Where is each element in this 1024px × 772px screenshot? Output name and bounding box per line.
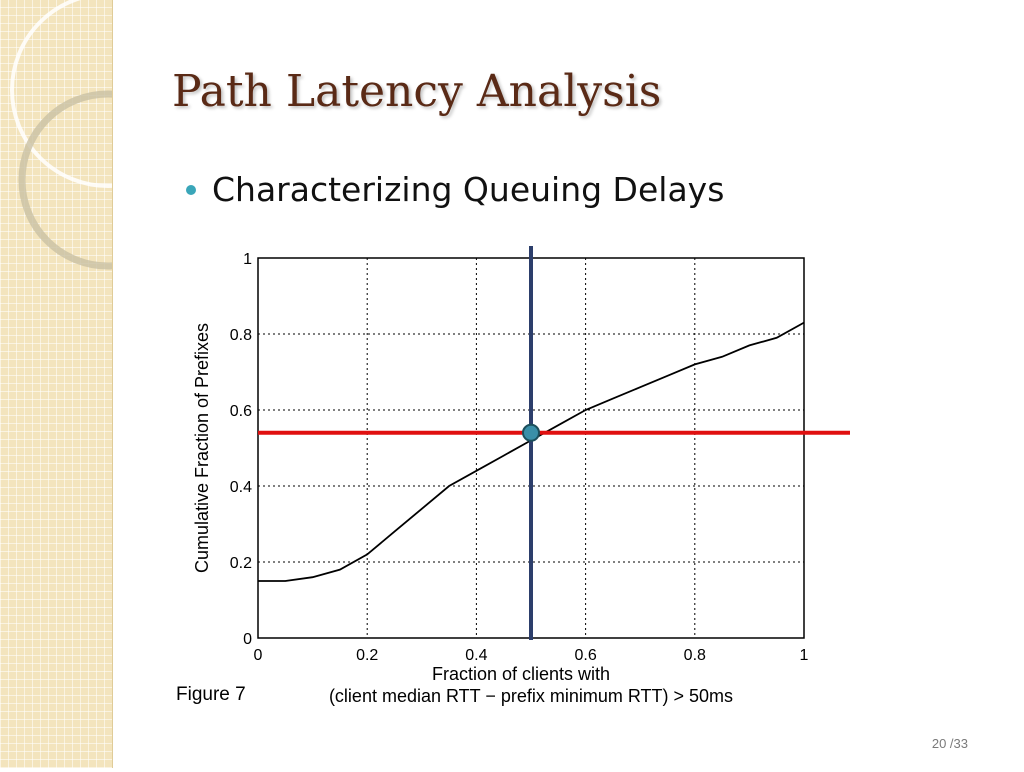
bullet-text: Characterizing Queuing Delays bbox=[212, 170, 725, 209]
bullet-item: Characterizing Queuing Delays bbox=[186, 170, 724, 209]
y-axis-label: Cumulative Fraction of Prefixes bbox=[192, 323, 212, 573]
y-tick-label: 1 bbox=[243, 251, 252, 268]
page-number: 20 /33 bbox=[931, 736, 968, 751]
x-axis-label-line2: (client median RTT − prefix minimum RTT)… bbox=[329, 686, 733, 706]
x-tick-label: 1 bbox=[800, 647, 809, 664]
y-tick-label: 0 bbox=[243, 631, 252, 648]
figure-label: Figure 7 bbox=[176, 684, 246, 705]
x-axis-label-line1: Fraction of clients with bbox=[432, 664, 610, 684]
x-tick-label: 0.2 bbox=[356, 647, 378, 664]
x-tick-label: 0.8 bbox=[684, 647, 706, 664]
chart-grid bbox=[258, 258, 804, 638]
y-tick-label: 0.8 bbox=[230, 327, 252, 344]
y-tick-label: 0.2 bbox=[230, 555, 252, 572]
slide-title: Path Latency Analysis bbox=[172, 66, 662, 117]
axis-ticks: 0 0.2 0.4 0.6 0.8 1 0 0.2 0.4 0.6 0.8 1 bbox=[230, 251, 809, 664]
x-tick-label: 0 bbox=[254, 647, 263, 664]
y-tick-label: 0.6 bbox=[230, 403, 252, 420]
y-tick-label: 0.4 bbox=[230, 479, 252, 496]
intersection-marker bbox=[522, 423, 540, 442]
decorative-side-band bbox=[0, 0, 206, 768]
bullet-icon bbox=[186, 184, 196, 195]
x-tick-label: 0.6 bbox=[574, 647, 596, 664]
x-tick-label: 0.4 bbox=[465, 647, 487, 664]
